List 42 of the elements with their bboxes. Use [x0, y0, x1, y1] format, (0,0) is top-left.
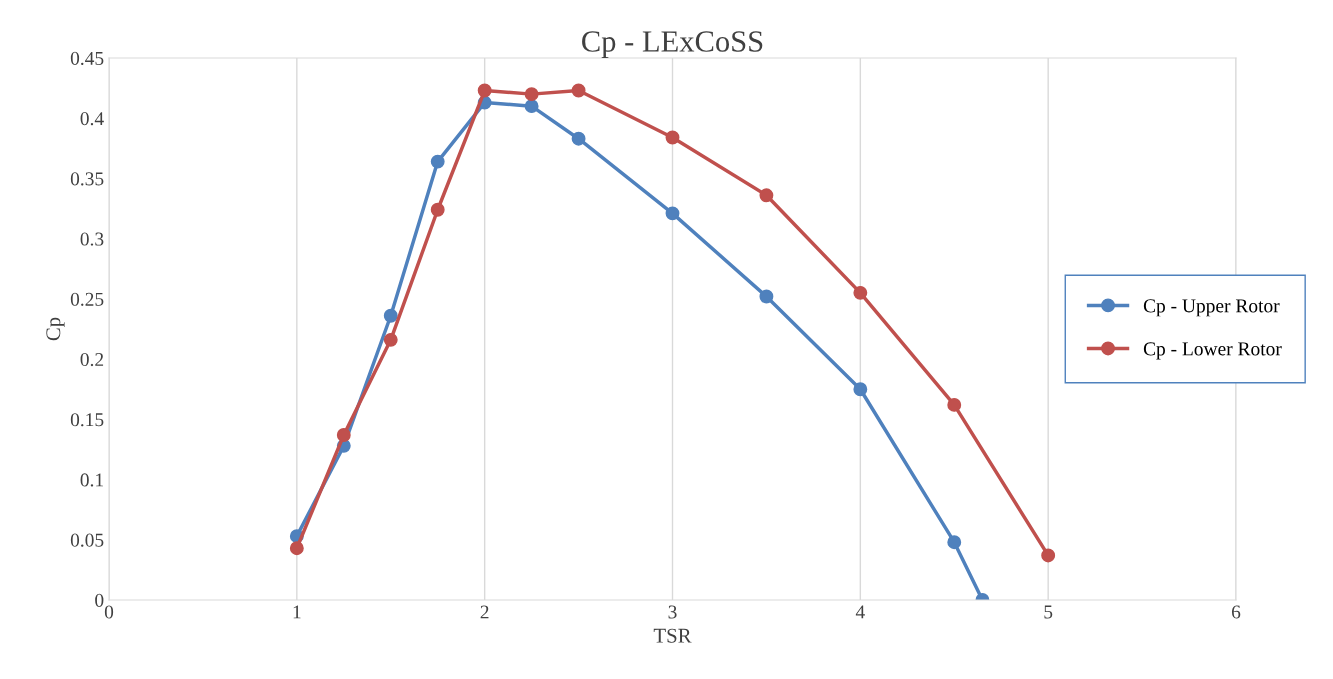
- x-tick-label: 5: [1044, 605, 1053, 619]
- point: [571, 131, 586, 146]
- y-tick-label: 0.35: [70, 172, 104, 186]
- y-tick-label: 0: [95, 593, 104, 607]
- x-tick-label: 6: [1231, 605, 1241, 619]
- y-tick-label: 0.05: [70, 533, 104, 547]
- point: [336, 428, 351, 442]
- x-axis-title: TSR: [653, 628, 692, 643]
- legend-label: Cp - Lower Rotor: [1143, 342, 1282, 360]
- x-tick-label: 3: [668, 605, 677, 619]
- y-tick-label: 0.15: [70, 413, 104, 427]
- point: [383, 332, 398, 347]
- x-tick-label: 0: [104, 605, 114, 619]
- point: [430, 202, 445, 217]
- legend-label: Cp - Upper Rotor: [1143, 299, 1280, 317]
- point: [524, 87, 539, 102]
- y-tick-label: 0.3: [80, 232, 104, 246]
- y-tick-label: 0.2: [80, 352, 104, 367]
- y-tick-label: 0.4: [80, 112, 104, 126]
- point: [853, 382, 868, 397]
- point: [665, 130, 680, 145]
- point: [665, 206, 680, 221]
- point: [524, 99, 539, 114]
- chart-title: Cp - LExCoSS: [582, 31, 763, 58]
- x-tick-label: 4: [855, 605, 865, 619]
- point: [430, 154, 445, 169]
- point: [477, 83, 492, 98]
- x-tick-label: 1: [293, 605, 301, 619]
- point: [947, 535, 962, 550]
- y-axis-title: Cp: [46, 317, 65, 341]
- point: [1041, 548, 1056, 563]
- x-tick-label: 2: [480, 605, 489, 619]
- y-tick-label: 0.45: [70, 51, 104, 66]
- y-tick-label: 0.25: [70, 292, 104, 306]
- point: [853, 285, 868, 300]
- point: [947, 397, 962, 412]
- point: [383, 308, 398, 323]
- point: [759, 289, 774, 304]
- point: [759, 188, 774, 203]
- point: [289, 541, 304, 556]
- y-tick-label: 0.1: [80, 473, 103, 487]
- point: [571, 83, 586, 98]
